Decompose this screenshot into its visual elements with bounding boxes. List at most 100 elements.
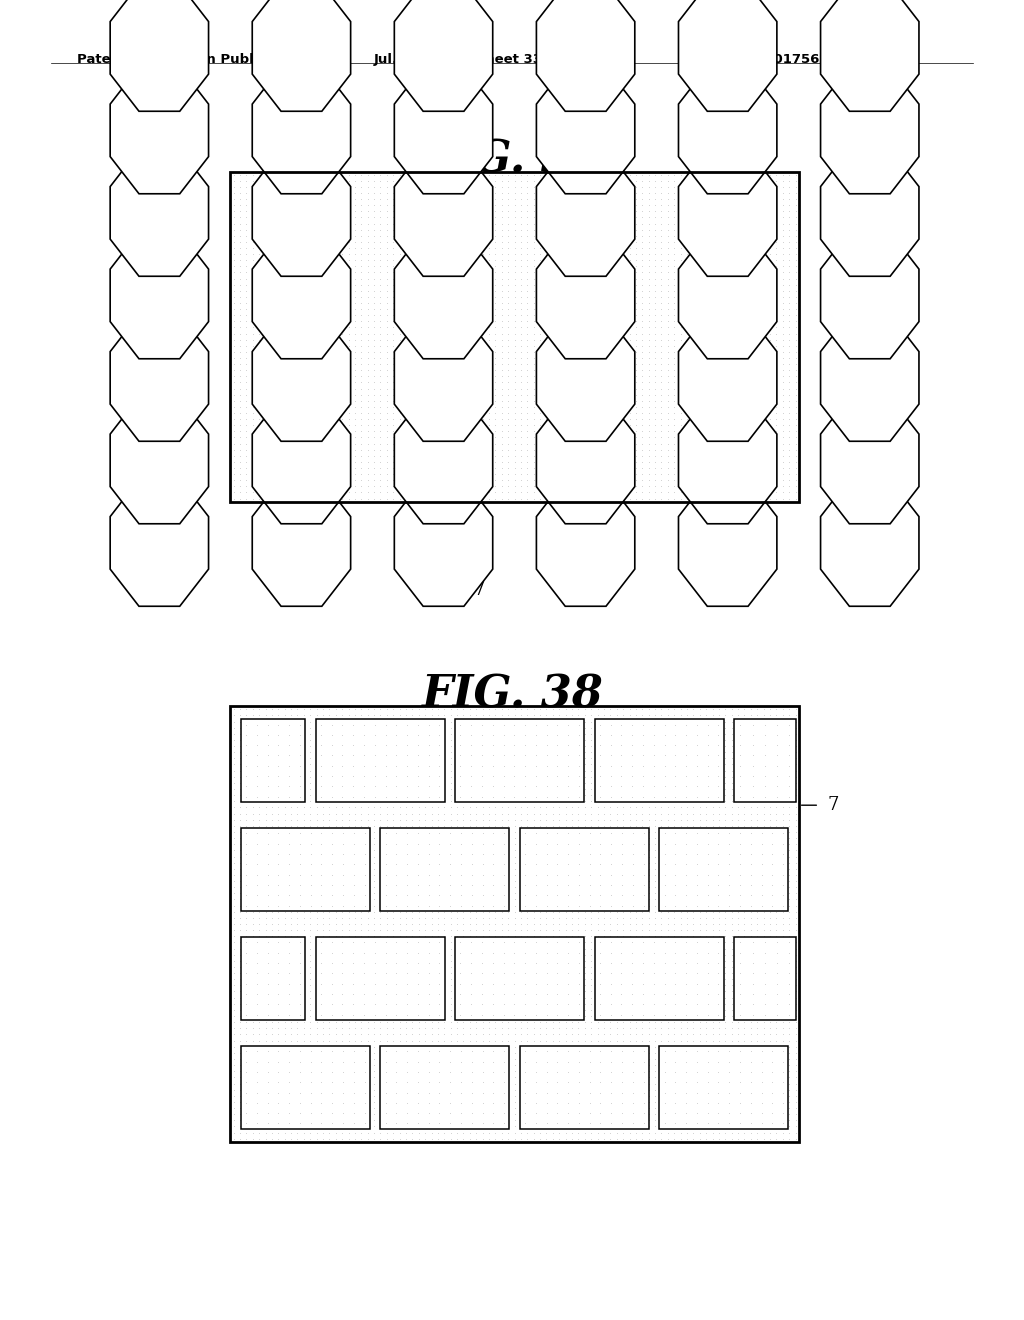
Point (251, 742, 267, 763)
Point (314, 238, 331, 259)
Point (225, 470, 242, 491)
Point (517, 755, 534, 776)
Point (359, 488, 376, 510)
Point (340, 445, 356, 466)
Point (359, 384, 376, 405)
Point (308, 342, 325, 363)
Point (577, 170, 593, 191)
Point (613, 854, 630, 875)
Point (404, 1104, 421, 1125)
Point (730, 335, 746, 356)
Point (464, 1072, 480, 1093)
Point (577, 482, 593, 503)
Point (296, 803, 312, 824)
Point (506, 744, 522, 766)
Point (494, 821, 510, 842)
Point (239, 342, 255, 363)
Point (564, 194, 581, 215)
Point (296, 201, 312, 222)
Point (717, 396, 733, 417)
Point (519, 784, 536, 805)
Point (564, 231, 581, 252)
Point (314, 944, 331, 965)
Point (449, 705, 465, 726)
Point (283, 378, 299, 399)
Point (622, 1006, 638, 1027)
Point (328, 342, 344, 363)
Point (345, 942, 361, 964)
Point (705, 920, 721, 941)
Point (634, 895, 650, 916)
Point (391, 256, 408, 277)
Point (373, 932, 389, 953)
Point (539, 766, 555, 787)
Point (328, 433, 344, 454)
Point (340, 1092, 356, 1113)
Point (666, 853, 682, 874)
Point (322, 1078, 338, 1100)
Point (264, 791, 281, 812)
Point (391, 803, 408, 824)
Point (507, 440, 523, 461)
Point (749, 231, 765, 252)
Point (423, 1092, 439, 1113)
Point (531, 766, 548, 787)
Point (679, 920, 695, 941)
Point (436, 957, 453, 978)
Point (513, 1092, 529, 1113)
Point (385, 1067, 401, 1088)
Point (742, 895, 759, 916)
Point (653, 409, 670, 430)
Point (373, 1085, 389, 1106)
Point (245, 735, 261, 756)
Point (711, 822, 727, 843)
Point (583, 895, 599, 916)
Point (653, 451, 670, 473)
Point (608, 286, 625, 308)
Point (397, 396, 414, 417)
Point (717, 834, 733, 855)
Point (474, 913, 490, 935)
Point (328, 962, 344, 983)
Point (640, 870, 656, 891)
Point (602, 717, 618, 738)
Point (391, 342, 408, 363)
Point (768, 981, 784, 1002)
Point (525, 957, 542, 978)
Point (513, 194, 529, 215)
Point (673, 1073, 689, 1094)
Point (613, 874, 630, 895)
Point (302, 1102, 318, 1123)
Point (570, 177, 587, 198)
Point (379, 396, 395, 417)
Point (373, 243, 389, 264)
Point (513, 1048, 529, 1069)
Point (730, 717, 746, 738)
Point (353, 342, 370, 363)
Point (653, 1122, 670, 1143)
Point (570, 1082, 587, 1104)
Point (411, 1030, 427, 1051)
Point (449, 735, 465, 756)
Point (314, 1073, 331, 1094)
Point (781, 421, 798, 442)
Point (289, 834, 305, 855)
Point (781, 772, 798, 793)
Point (634, 1129, 650, 1150)
Point (251, 925, 267, 946)
Point (539, 391, 555, 412)
Point (436, 1104, 453, 1125)
Point (634, 475, 650, 496)
Point (353, 1073, 370, 1094)
Point (442, 458, 459, 479)
Point (436, 317, 453, 338)
Point (264, 354, 281, 375)
Point (653, 1092, 670, 1113)
Point (513, 359, 529, 380)
Point (711, 942, 727, 964)
Point (456, 705, 472, 726)
Point (711, 1092, 727, 1113)
Point (531, 723, 548, 744)
Point (373, 987, 389, 1008)
Point (251, 335, 267, 356)
